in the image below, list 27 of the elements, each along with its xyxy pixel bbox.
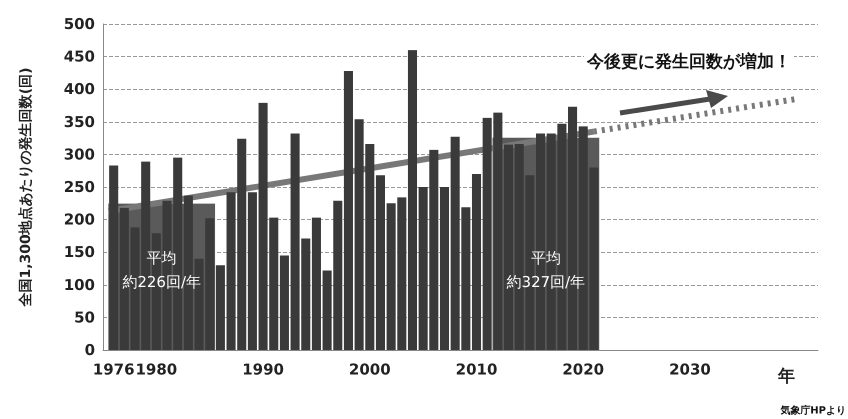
y-tick-label: 150 xyxy=(64,243,95,262)
x-tick-label: 2010 xyxy=(456,360,498,378)
x-tick-label: 1980 xyxy=(135,360,178,378)
y-tick-label: 300 xyxy=(64,145,95,164)
x-axis-title: 年 xyxy=(777,366,795,386)
y-tick-label: 350 xyxy=(64,112,95,131)
y-tick-label: 200 xyxy=(64,210,95,229)
annotation: 約226回/年 xyxy=(122,273,202,291)
y-tick-label: 100 xyxy=(64,276,95,294)
x-tick-label: 2020 xyxy=(562,360,604,378)
annotation: 約327回/年 xyxy=(506,273,586,291)
x-tick-label: 1976 xyxy=(92,360,135,378)
x-tick-label: 1990 xyxy=(242,360,284,378)
bar xyxy=(109,165,118,350)
y-tick-label: 450 xyxy=(64,48,95,66)
y-axis-title: 全国1,300地点あたりの発生回数(回) xyxy=(18,67,34,308)
y-tick-label: 0 xyxy=(84,341,95,359)
y-tick-label: 50 xyxy=(74,308,95,326)
text: 気象庁HPより xyxy=(779,404,846,416)
annotation: 平均 xyxy=(146,249,177,267)
x-tick-label: 2000 xyxy=(348,360,391,378)
y-tick-label: 400 xyxy=(64,80,95,98)
y-tick-label: 500 xyxy=(64,15,95,33)
y-tick-label: 250 xyxy=(64,178,95,196)
annotation: 今後更に発生回数が増加！ xyxy=(586,51,791,72)
annotation: 平均 xyxy=(530,249,561,267)
x-tick-label: 2030 xyxy=(669,360,711,378)
